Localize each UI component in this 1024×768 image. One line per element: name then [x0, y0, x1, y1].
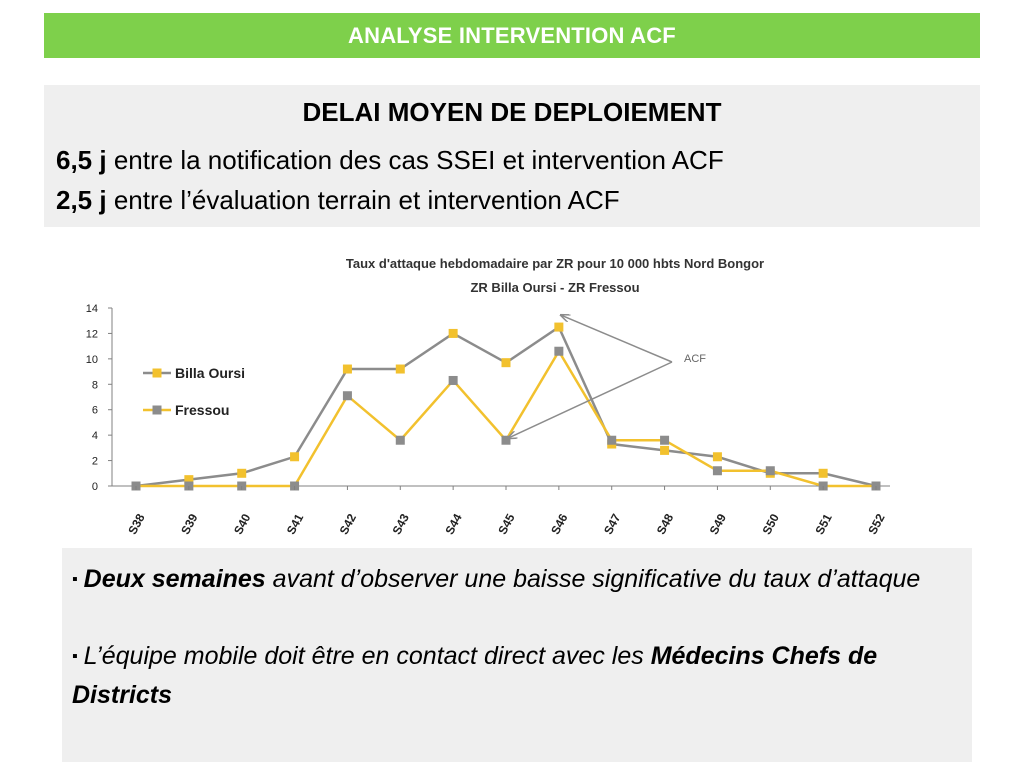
bullet-icon: ▪ — [72, 648, 78, 665]
x-tick-label: S45 — [495, 511, 518, 537]
y-tick-label: 2 — [92, 456, 98, 468]
x-tick-label: S51 — [812, 511, 835, 537]
data-point — [818, 468, 828, 478]
note-text: avant d’observer une baisse significativ… — [265, 565, 921, 593]
data-point — [184, 475, 194, 485]
data-point — [501, 435, 511, 445]
legend-label: Fressou — [175, 402, 229, 418]
y-tick-label: 6 — [92, 405, 98, 417]
x-tick-label: S38 — [125, 511, 148, 537]
x-tick-label: S50 — [760, 511, 783, 537]
x-tick-label: S46 — [548, 511, 571, 537]
legend-swatch-marker — [152, 368, 162, 378]
annotation-arrow — [561, 315, 673, 363]
deployment-summary-box: DELAI MOYEN DE DEPLOIEMENT 6,5 j entre l… — [44, 85, 980, 227]
data-point — [712, 466, 722, 476]
annotation-label: ACF — [684, 353, 706, 365]
x-tick-label: S39 — [178, 511, 201, 537]
data-point — [342, 391, 352, 401]
note-emphasis: Deux semaines — [83, 565, 266, 593]
stat-text-evaluation: entre l’évaluation terrain et interventi… — [113, 185, 620, 215]
data-point — [395, 435, 405, 445]
stat-text-notification: entre la notification des cas SSEI et in… — [113, 145, 724, 175]
x-tick-label: S49 — [707, 511, 730, 537]
y-tick-label: 14 — [86, 303, 98, 315]
legend-label: Billa Oursi — [175, 365, 245, 381]
conclusions-box: ▪ Deux semaines avant d’observer une bais… — [62, 548, 972, 762]
chart-subtitle: ZR Billa Oursi - ZR Fressou — [470, 280, 639, 295]
stat-value-notification: 6,5 j — [56, 145, 107, 175]
x-tick-label: S40 — [231, 511, 254, 537]
bullet-icon: ▪ — [72, 571, 78, 588]
x-tick-label: S47 — [601, 511, 624, 537]
data-point — [448, 328, 458, 338]
legend-swatch-marker — [152, 405, 162, 415]
x-tick-label: S52 — [865, 511, 888, 537]
chart-title: Taux d'attaque hebdomadaire par ZR pour … — [346, 256, 764, 271]
x-tick-label: S44 — [442, 511, 465, 537]
y-tick-label: 0 — [92, 481, 98, 493]
data-point — [237, 468, 247, 478]
x-tick-label: S43 — [390, 511, 413, 537]
data-point — [290, 452, 300, 462]
data-point — [448, 375, 458, 385]
data-point — [712, 452, 722, 462]
data-point — [765, 466, 775, 476]
data-point — [660, 445, 670, 455]
stat-value-evaluation: 2,5 j — [56, 185, 107, 215]
stat-line-evaluation: 2,5 j entre l’évaluation terrain et inte… — [56, 185, 620, 216]
note-emphasis: Médecins Chefs de Districts — [72, 642, 878, 709]
data-point — [554, 322, 564, 332]
y-tick-label: 10 — [86, 354, 98, 366]
stat-line-notification: 6,5 j entre la notification des cas SSEI… — [56, 145, 724, 176]
data-point — [395, 364, 405, 374]
y-tick-label: 4 — [92, 430, 98, 442]
y-tick-label: 12 — [86, 328, 98, 340]
series-line-0 — [135, 325, 877, 488]
data-point — [607, 435, 617, 445]
note-text: L’équipe mobile doit être en contact dir… — [83, 642, 651, 670]
x-tick-label: S48 — [654, 511, 677, 537]
x-tick-label: S42 — [337, 511, 360, 537]
data-point — [554, 346, 564, 356]
y-tick-label: 8 — [92, 379, 98, 391]
data-point — [342, 364, 352, 374]
x-tick-label: S41 — [284, 511, 307, 537]
summary-title: DELAI MOYEN DE DEPLOIEMENT — [302, 97, 722, 127]
attack-rate-line-chart: Taux d'attaque hebdomadaire par ZR pour … — [86, 256, 890, 537]
data-point — [501, 358, 511, 368]
note-mobile-team: ▪ L’équipe mobile doit être en contact di… — [72, 637, 962, 714]
banner-title: ANALYSE INTERVENTION ACF — [348, 22, 676, 48]
data-point — [660, 435, 670, 445]
annotation-arrow — [508, 361, 673, 438]
note-two-weeks: ▪ Deux semaines avant d’observer une bais… — [72, 560, 962, 599]
header-banner: ANALYSE INTERVENTION ACF — [44, 13, 980, 58]
series-line-1 — [136, 348, 876, 488]
